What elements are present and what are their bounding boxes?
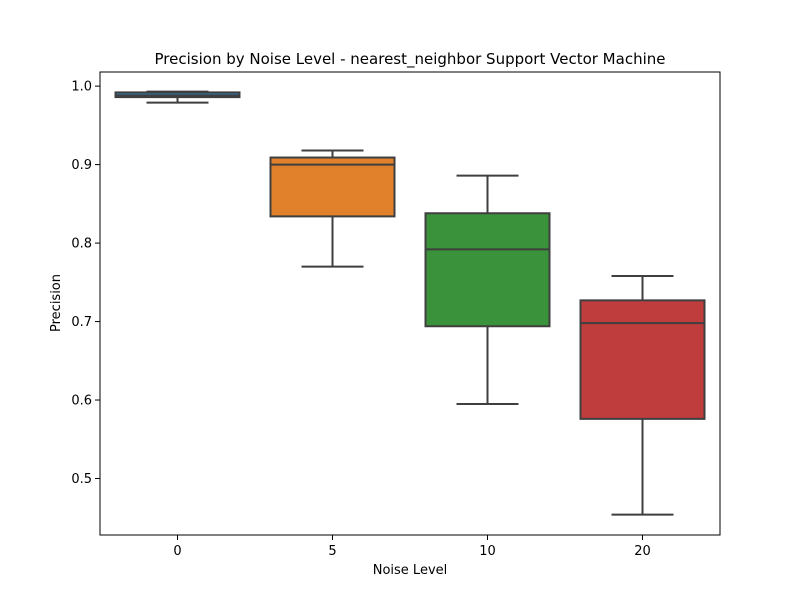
x-tick-label: 0 bbox=[173, 544, 181, 559]
y-tick-label: 0.5 bbox=[71, 472, 92, 487]
y-tick-label: 0.7 bbox=[71, 315, 92, 330]
y-tick-label: 0.9 bbox=[71, 158, 92, 173]
box-0 bbox=[114, 90, 241, 104]
x-axis: 0 5 10 20 bbox=[173, 535, 651, 559]
box-body bbox=[579, 299, 706, 420]
y-tick-label: 0.6 bbox=[71, 394, 92, 409]
y-tick-label: 0.8 bbox=[71, 237, 92, 252]
box-5 bbox=[269, 149, 396, 268]
boxes-layer bbox=[114, 90, 706, 516]
y-tick-label: 1.0 bbox=[71, 80, 92, 95]
box-body bbox=[269, 156, 396, 218]
y-axis: 0.5 0.6 0.7 0.8 0.9 1.0 bbox=[71, 80, 100, 487]
box-20 bbox=[579, 275, 706, 516]
x-tick-label: 10 bbox=[479, 544, 496, 559]
chart-title: Precision by Noise Level - nearest_neigh… bbox=[155, 50, 666, 69]
x-tick-label: 20 bbox=[634, 544, 651, 559]
plot-frame bbox=[99, 71, 721, 536]
box-body bbox=[424, 212, 551, 328]
y-axis-label: Precision bbox=[49, 274, 64, 332]
x-axis-label: Noise Level bbox=[373, 563, 448, 578]
x-tick-label: 5 bbox=[328, 544, 336, 559]
box-10 bbox=[424, 174, 551, 405]
